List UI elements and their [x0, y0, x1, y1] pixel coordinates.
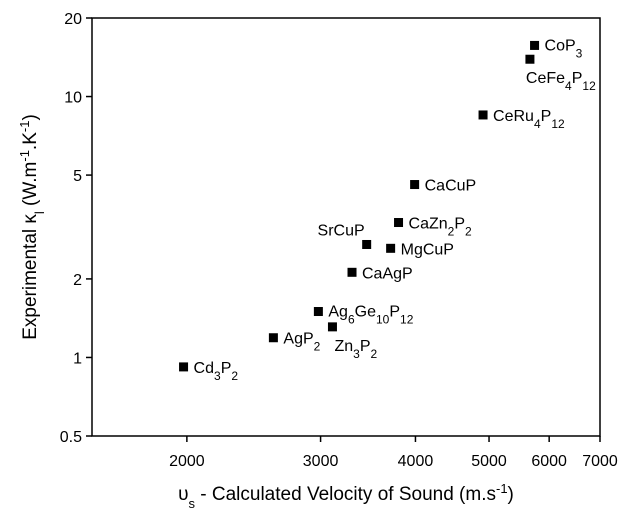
axis-label-part: - Calculated Velocity of Sound (m.s	[195, 484, 496, 505]
point-label: CaAgP	[362, 265, 413, 282]
data-point	[394, 218, 404, 228]
y-tick-label: 20	[64, 11, 82, 28]
y-tick-label: 5	[73, 168, 82, 185]
axis-label-part: -1	[17, 150, 32, 162]
point-label: Zn3P2	[334, 338, 377, 361]
axis-label-part: )	[508, 484, 514, 505]
data-point	[268, 333, 278, 343]
data-point	[179, 362, 189, 372]
x-tick-label: 6000	[531, 453, 567, 470]
point-label: CaCuP	[425, 178, 477, 195]
axis-label-part: -1	[496, 481, 508, 496]
x-axis-label: υs - Calculated Velocity of Sound (m.s-1…	[178, 481, 514, 511]
y-tick-label: 10	[64, 90, 82, 107]
point-label: Ag6Ge10P12	[328, 304, 413, 327]
data-point	[347, 267, 357, 277]
axis-label-part: s	[189, 496, 196, 511]
point-label: CeFe4P12	[526, 70, 596, 93]
y-tick-label: 0.5	[60, 429, 82, 446]
axis-label-part: )	[20, 114, 41, 120]
data-point	[386, 243, 396, 253]
data-point	[362, 239, 372, 249]
data-point	[410, 180, 420, 190]
point-label: CaZn2P2	[409, 216, 472, 239]
axis-label-part: -1	[17, 121, 32, 133]
x-tick-label: 7000	[582, 453, 618, 470]
data-point	[525, 54, 535, 64]
y-tick-label: 1	[73, 350, 82, 367]
y-tick-label: 2	[73, 272, 82, 289]
axis-label-part: Experimental κ	[20, 214, 41, 340]
x-tick-label: 3000	[303, 453, 339, 470]
point-label: SrCuP	[318, 222, 365, 239]
x-tick-label: 4000	[398, 453, 434, 470]
axis-label-part: (W.m	[20, 162, 41, 212]
point-label: MgCuP	[401, 241, 454, 258]
axis-label-part: .K	[20, 132, 41, 150]
data-point	[478, 110, 488, 120]
point-label: CoP3	[545, 37, 583, 60]
y-axis-label: Experimental κl (W.m-1.K-1)	[17, 114, 47, 340]
point-label: CeRu4P12	[493, 108, 565, 131]
data-point	[327, 322, 337, 332]
x-tick-label: 5000	[471, 453, 507, 470]
data-point	[530, 40, 540, 50]
point-label: Cd3P2	[194, 360, 239, 383]
axis-label-part: υ	[178, 484, 188, 505]
x-tick-label: 2000	[169, 453, 205, 470]
axis-label-part: l	[32, 211, 47, 214]
point-label: AgP2	[283, 331, 320, 354]
plot-frame	[91, 17, 601, 437]
data-point	[313, 307, 323, 317]
